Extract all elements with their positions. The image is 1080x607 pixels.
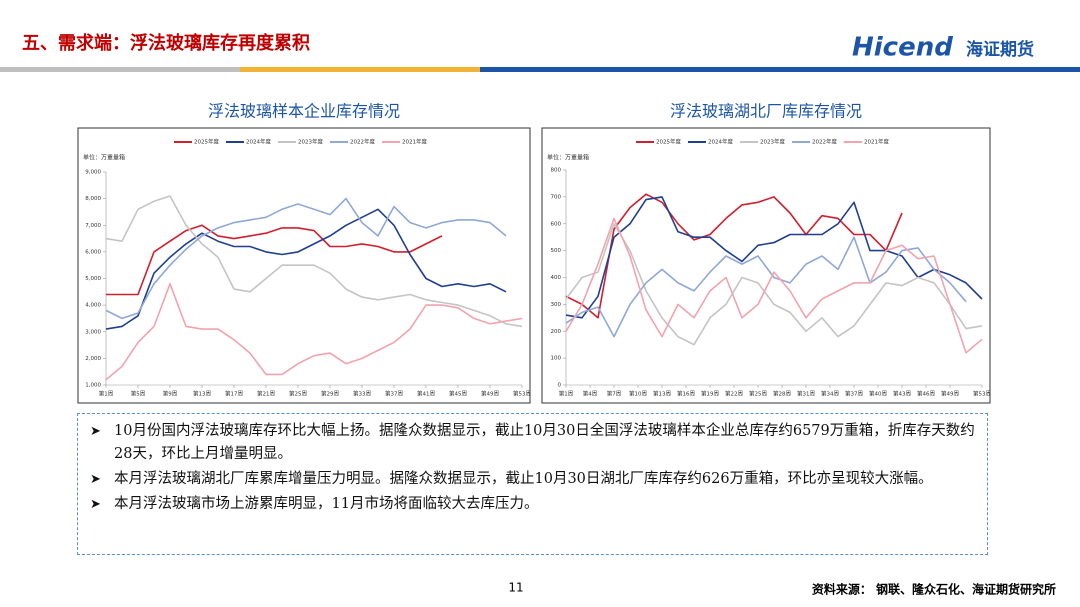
- y-tick-label: 9,000: [85, 170, 101, 176]
- legend-label: 2025年度: [194, 138, 219, 146]
- legend-label: 2024年度: [246, 138, 271, 146]
- x-tick-label: 第40周: [869, 390, 887, 398]
- stripe: [240, 67, 480, 72]
- x-tick-label: 第25周: [749, 390, 767, 398]
- x-tick-label: 第37周: [845, 390, 863, 398]
- x-tick-label: 第41周: [417, 390, 435, 398]
- y-tick-label: 800: [551, 168, 562, 174]
- page-number: 11: [508, 581, 523, 595]
- bullet: 本月浮法玻璃市场上游累库明显，11月市场将面临较大去库压力。: [88, 493, 977, 516]
- legend-label: 2023年度: [298, 138, 323, 146]
- series-line: [565, 223, 983, 346]
- legend-label: 2022年度: [350, 138, 375, 146]
- y-tick-label: 500: [551, 248, 562, 254]
- legend-label: 2022年度: [812, 138, 837, 146]
- x-tick-label: 第28周: [773, 390, 791, 398]
- series-line: [105, 197, 507, 320]
- unit-label: 单位：万重量箱: [547, 154, 589, 162]
- x-tick-label: 第17周: [225, 390, 243, 398]
- legend-label: 2023年度: [760, 138, 785, 146]
- x-tick-label: 第45周: [449, 390, 467, 398]
- x-tick-label: 第31周: [797, 390, 815, 398]
- y-tick-label: 2,000: [85, 356, 101, 362]
- x-tick-label: 第29周: [321, 390, 339, 398]
- series-line: [565, 236, 967, 338]
- series-line: [565, 217, 983, 354]
- y-tick-label: 0: [558, 383, 562, 389]
- stripe: [480, 67, 1080, 72]
- x-tick-label: 第37周: [385, 390, 403, 398]
- y-tick-label: 6,000: [85, 249, 101, 255]
- x-tick-label: 第13周: [653, 390, 671, 398]
- x-tick-label: 第4周: [583, 390, 598, 398]
- bullet: 10月份国内浮法玻璃库存环比大幅上扬。据隆众数据显示，截止10月30日全国浮法玻…: [88, 420, 977, 466]
- logo: Hicend: [852, 33, 953, 63]
- chart-frame: [77, 127, 531, 404]
- slide-title: 五、需求端：浮法玻璃库存再度累积: [22, 32, 310, 54]
- y-tick-label: 600: [551, 221, 562, 227]
- x-tick-label: 第22周: [725, 390, 743, 398]
- series-line: [565, 193, 903, 319]
- chart-frame: [541, 127, 991, 404]
- x-tick-label: 第53周: [973, 390, 991, 398]
- y-tick-label: 400: [551, 275, 562, 281]
- legend-label: 2024年度: [708, 138, 733, 146]
- y-tick-label: 7,000: [85, 223, 101, 229]
- unit-label: 单位：万重量箱: [83, 154, 125, 162]
- y-tick-label: 3,000: [85, 329, 101, 335]
- x-tick-label: 第25周: [289, 390, 307, 398]
- x-tick-label: 第10周: [629, 390, 647, 398]
- x-tick-label: 第53周: [513, 390, 531, 398]
- y-tick-label: 200: [551, 329, 562, 335]
- series-line: [105, 195, 523, 328]
- legend-label: 2021年度: [402, 138, 427, 146]
- y-tick-label: 8,000: [85, 196, 101, 202]
- y-tick-label: 100: [551, 356, 562, 362]
- x-tick-label: 第33周: [353, 390, 371, 398]
- y-tick-label: 300: [551, 302, 562, 308]
- x-tick-label: 第43周: [893, 390, 911, 398]
- source: 资料来源： 钢联、隆众石化、海证期货研究所: [812, 582, 1056, 597]
- x-tick-label: 第5周: [131, 390, 146, 398]
- series-line: [105, 283, 523, 381]
- x-tick-label: 第21周: [257, 390, 275, 398]
- x-tick-label: 第34周: [821, 390, 839, 398]
- chart-title: 浮法玻璃样本企业库存情况: [208, 102, 400, 121]
- legend-label: 2025年度: [656, 138, 681, 146]
- legend-label: 2021年度: [864, 138, 889, 146]
- x-tick-label: 第1周: [99, 390, 114, 398]
- x-tick-label: 第46周: [917, 390, 935, 398]
- y-tick-label: 1,000: [85, 383, 101, 389]
- series-line: [565, 196, 983, 319]
- series-line: [105, 208, 507, 330]
- bullet: 本月浮法玻璃湖北厂库累库增量压力明显。据隆众数据显示，截止10月30日湖北厂库库…: [88, 468, 977, 491]
- x-tick-label: 第19周: [701, 390, 719, 398]
- y-tick-label: 5,000: [85, 276, 101, 282]
- x-tick-label: 第13周: [193, 390, 211, 398]
- series-line: [106, 224, 443, 296]
- bullet-box: 10月份国内浮法玻璃库存环比大幅上扬。据隆众数据显示，截止10月30日全国浮法玻…: [77, 413, 988, 555]
- x-tick-label: 第7周: [607, 390, 622, 398]
- x-tick-label: 第49周: [941, 390, 959, 398]
- x-tick-label: 第1周: [559, 390, 574, 398]
- chart-title: 浮法玻璃湖北厂库库存情况: [670, 102, 862, 121]
- x-tick-label: 第49周: [481, 390, 499, 398]
- x-tick-label: 第9周: [163, 390, 178, 398]
- logo-sub: 海证期货: [966, 39, 1034, 60]
- stripe: [0, 67, 240, 72]
- y-tick-label: 700: [551, 194, 562, 200]
- y-tick-label: 4,000: [85, 303, 101, 309]
- x-tick-label: 第16周: [677, 390, 695, 398]
